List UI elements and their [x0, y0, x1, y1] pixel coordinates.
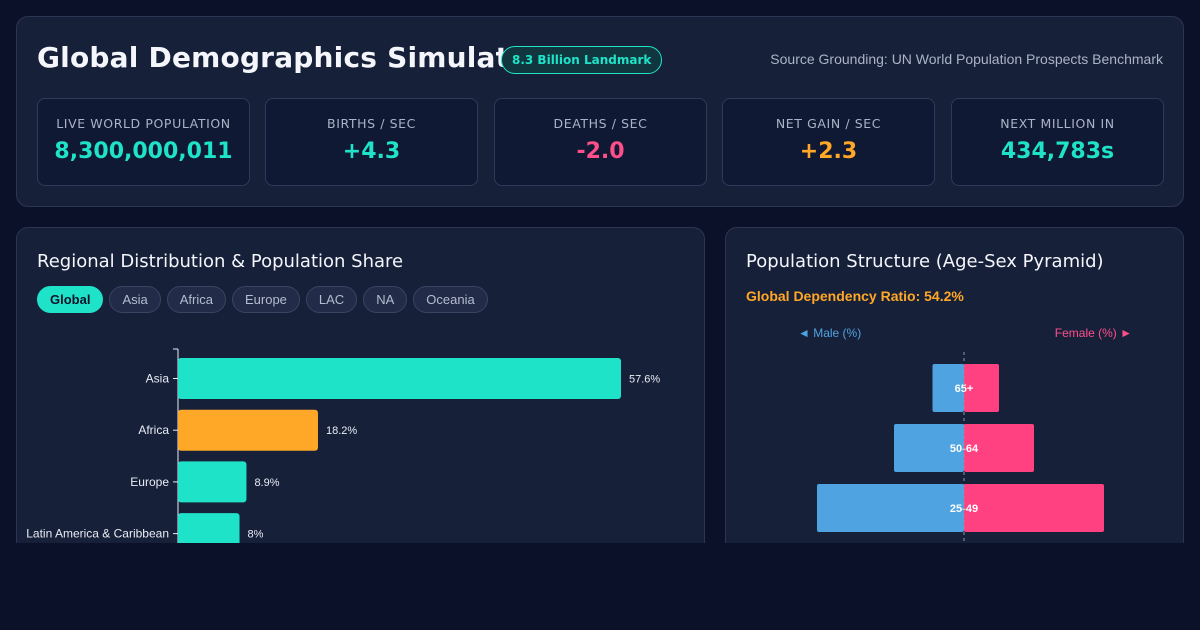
female-bar: [964, 364, 999, 412]
header-card: Global Demographics Simulator 8.3 Billio…: [16, 16, 1184, 207]
tab-europe[interactable]: Europe: [231, 286, 300, 313]
bar-asia: [178, 358, 621, 399]
stat-label: LIVE WORLD POPULATION: [56, 116, 231, 131]
stat-live-population: LIVE WORLD POPULATION 8,300,000,011: [37, 98, 250, 186]
source-note: Source Grounding: UN World Population Pr…: [770, 51, 1163, 67]
bar-europe: [178, 461, 247, 503]
female-axis-label: Female (%) ►: [1055, 326, 1132, 340]
stat-value: +2.3: [799, 139, 858, 164]
male-axis-label: ◄ Male (%): [798, 326, 861, 340]
stat-next-million: NEXT MILLION IN 434,783s: [951, 98, 1164, 186]
regional-card: Regional Distribution & Population Share…: [16, 227, 705, 568]
y-tick-label: Europe: [130, 475, 169, 489]
dependency-ratio: Global Dependency Ratio: 54.2%: [746, 288, 964, 304]
tab-asia[interactable]: Asia: [109, 286, 161, 313]
male-bar: [817, 484, 964, 532]
bar-value-label: 57.6%: [629, 374, 660, 386]
stat-label: NEXT MILLION IN: [1000, 116, 1115, 131]
regional-title: Regional Distribution & Population Share: [37, 251, 404, 272]
male-bar: [932, 364, 964, 412]
stat-value: 8,300,000,011: [54, 139, 233, 164]
male-bar: [894, 424, 964, 472]
bar-value-label: 8%: [248, 529, 264, 541]
landmark-badge: 8.3 Billion Landmark: [501, 46, 663, 74]
female-bar: [964, 424, 1034, 472]
pyramid-card: Population Structure (Age-Sex Pyramid) G…: [725, 227, 1184, 568]
tab-oceania[interactable]: Oceania: [413, 286, 488, 313]
stat-births: BIRTHS / SEC +4.3: [265, 98, 478, 186]
stat-net-gain: NET GAIN / SEC +2.3: [722, 98, 935, 186]
stat-value: 434,783s: [1000, 139, 1115, 164]
tab-africa[interactable]: Africa: [166, 286, 226, 313]
y-tick-label: Latin America & Caribbean: [26, 527, 169, 541]
bar-value-label: 8.9%: [254, 477, 279, 489]
stat-value: -2.0: [576, 139, 625, 164]
stat-label: NET GAIN / SEC: [775, 116, 882, 131]
bar-value-label: 18.2%: [326, 425, 357, 437]
app-title: Global Demographics Simulator: [37, 41, 543, 74]
region-tabs: Global Asia Africa Europe LAC NA Oceania: [37, 286, 488, 313]
y-tick-label: Africa: [138, 423, 169, 437]
tab-lac[interactable]: LAC: [305, 286, 358, 313]
page-background: [0, 543, 1200, 630]
y-tick-label: Asia: [146, 372, 170, 386]
stat-value: +4.3: [342, 139, 401, 164]
female-bar: [964, 484, 1104, 532]
stat-deaths: DEATHS / SEC -2.0: [494, 98, 707, 186]
pyramid-title: Population Structure (Age-Sex Pyramid): [746, 251, 1104, 272]
stat-label: DEATHS / SEC: [553, 116, 648, 131]
stat-label: BIRTHS / SEC: [327, 116, 416, 131]
tab-na[interactable]: NA: [363, 286, 408, 313]
tab-global[interactable]: Global: [37, 286, 104, 313]
regional-bar-chart: Asia 57.6% Africa 18.2% Europe 8.9% Latin Amer…: [26, 348, 660, 568]
bar-africa: [178, 409, 318, 451]
